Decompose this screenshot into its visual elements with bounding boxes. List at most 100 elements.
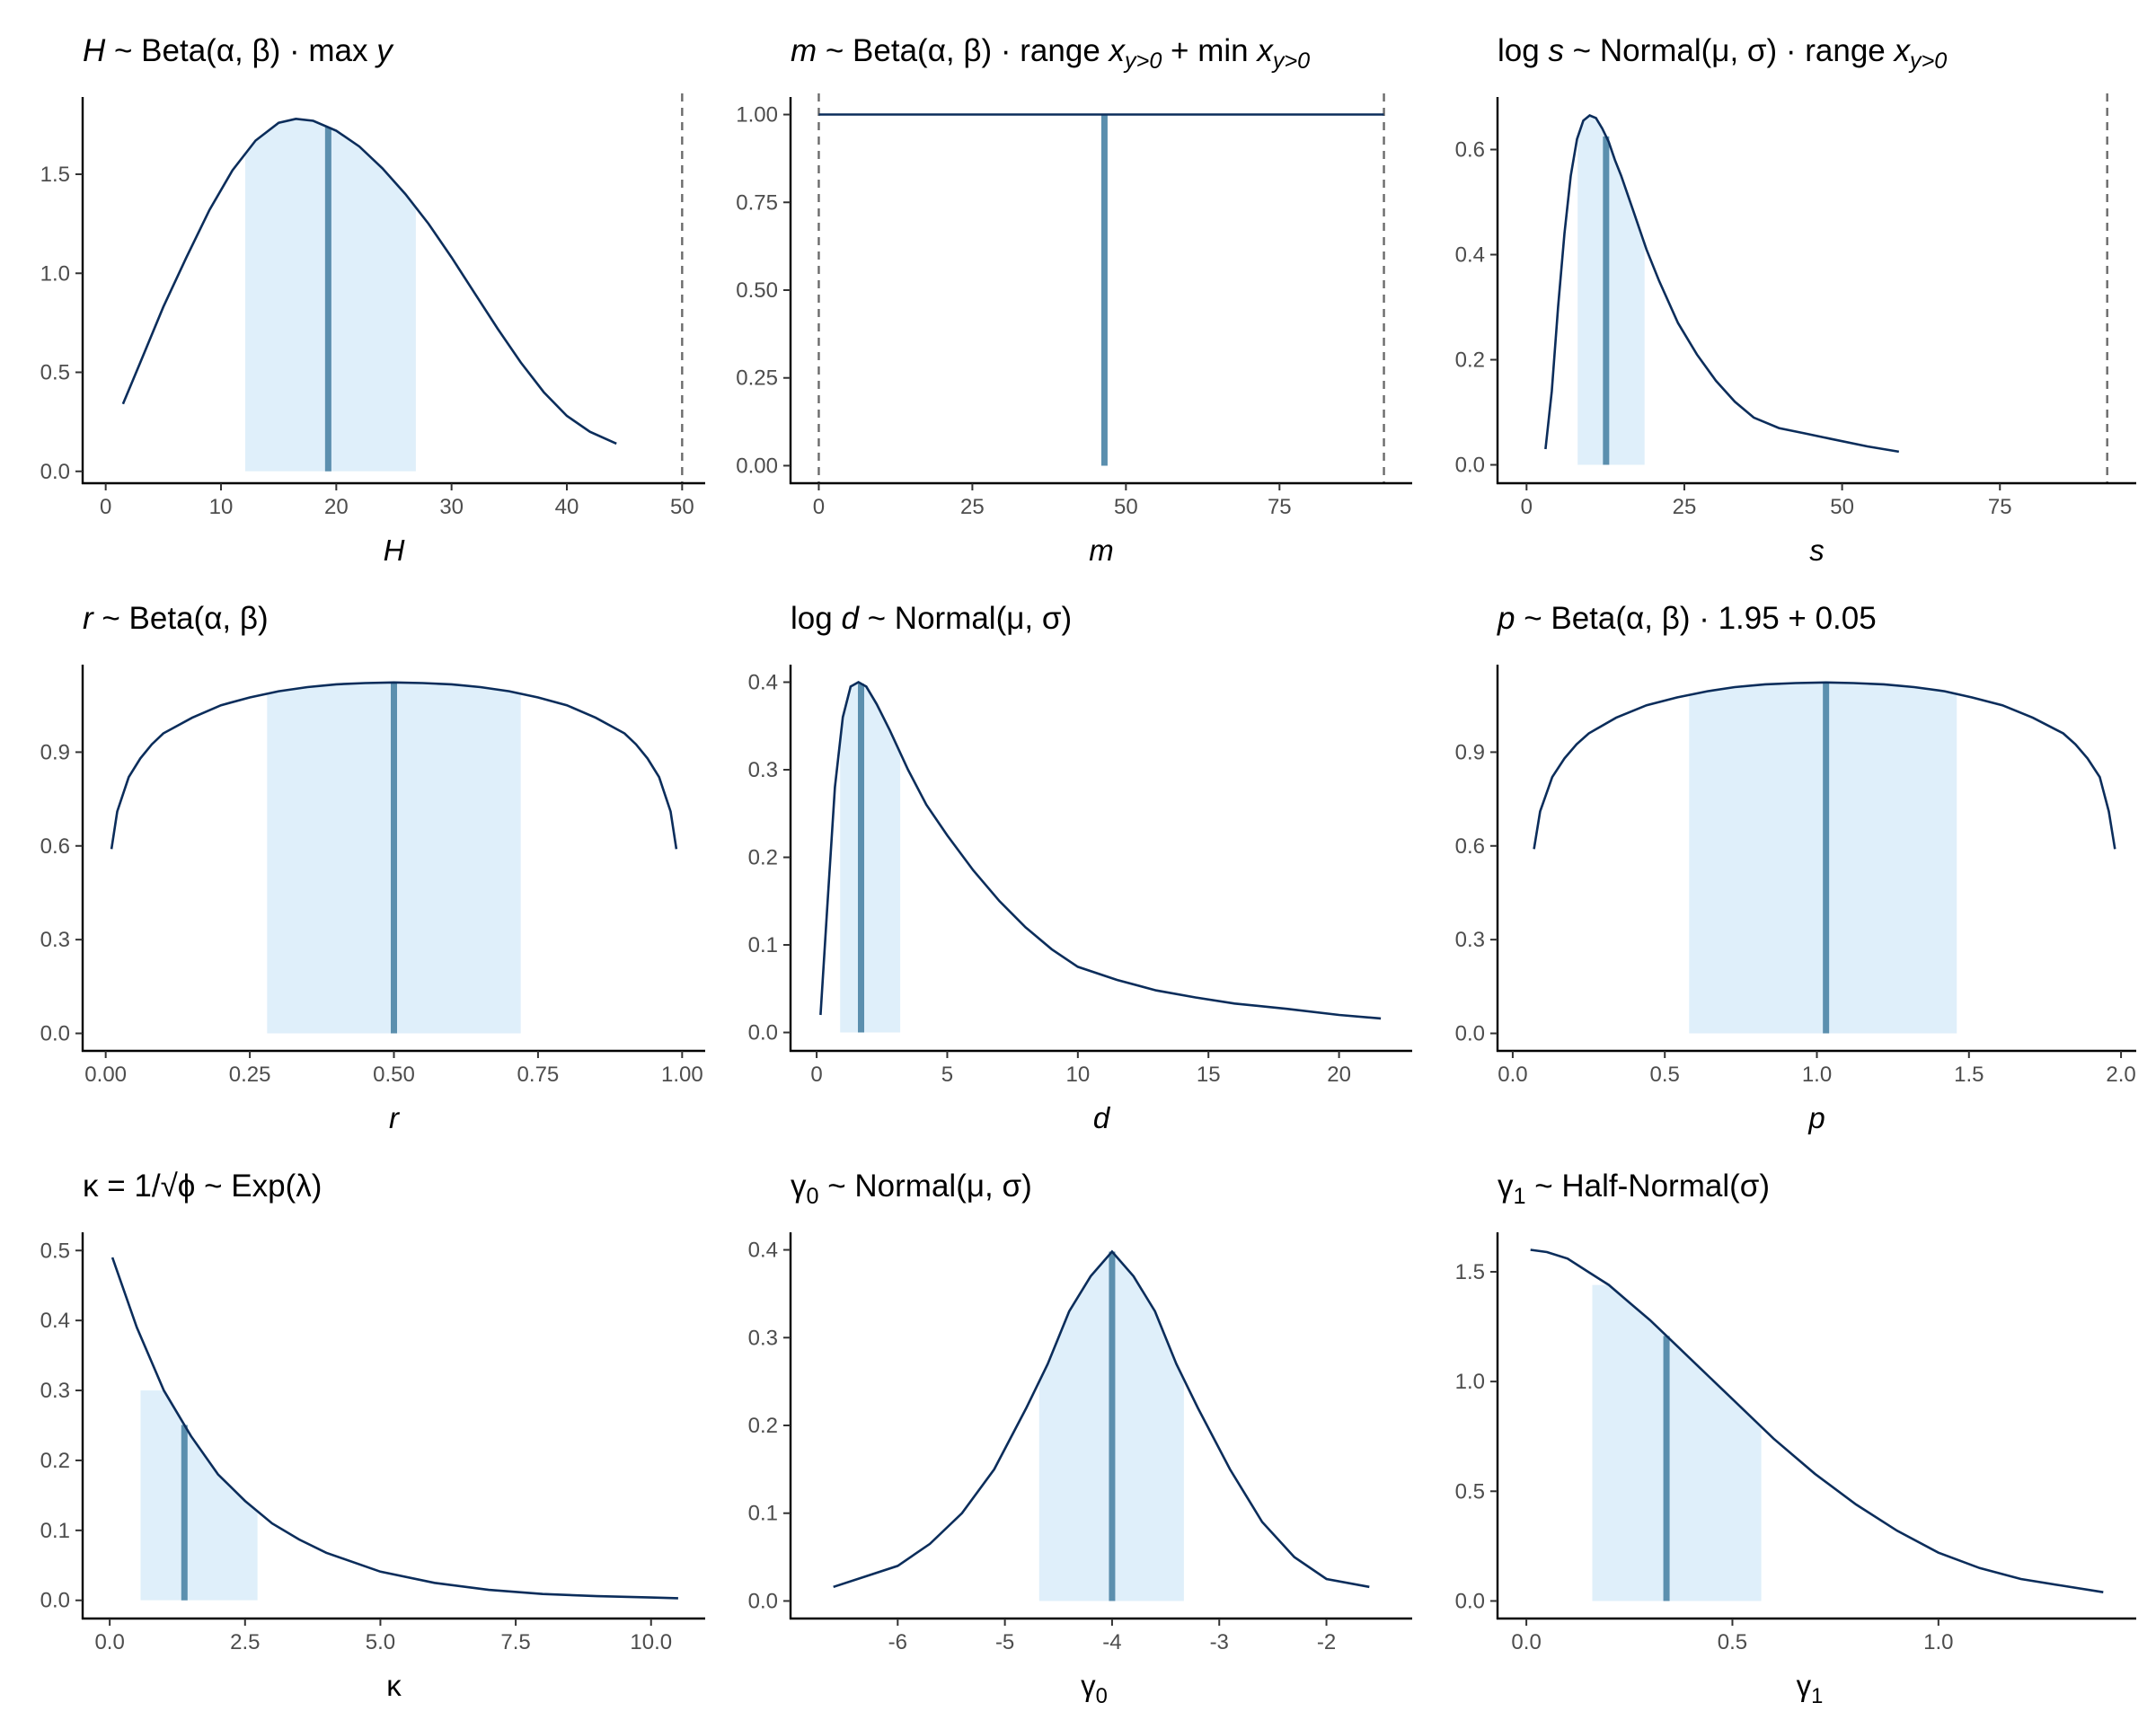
y-tick-label: 0.0: [748, 1021, 778, 1045]
y-tick-label: 0.0: [1455, 1022, 1485, 1046]
panel-title: p ~ Beta(α, β) · 1.95 + 0.05: [1497, 601, 1877, 636]
y-tick-label: 0.3: [40, 928, 70, 952]
x-axis-title: m: [1089, 534, 1114, 567]
panel-title: log d ~ Normal(μ, σ): [791, 601, 1072, 636]
x-axis-title: d: [1093, 1101, 1111, 1134]
y-tick-label: 0.0: [40, 460, 70, 484]
x-tick-label: 50: [1114, 495, 1138, 519]
density-line: [121, 117, 617, 445]
y-tick-label: 0.5: [40, 1239, 70, 1263]
y-tick-label: 0.5: [40, 361, 70, 385]
density-panel: 0 25 50 75 0.0 0.2 0.4 0.6 log s ~ Normal(μ, σ) …: [1455, 33, 2136, 567]
density-panel: -6 -5 -4 -3 -2 0.0 0.1 0.2 0.3 0.4 γ0 ~ Normal(μ, …: [748, 1169, 1412, 1708]
x-tick-label: -5: [995, 1630, 1014, 1654]
density-line: [1533, 681, 2116, 850]
interval-band: [1577, 115, 1645, 465]
x-axis-title: γ0: [1081, 1669, 1108, 1708]
x-tick-label: 25: [1673, 495, 1697, 519]
x-tick-label: 7.5: [500, 1630, 530, 1654]
x-tick-label: 1.5: [1954, 1063, 1984, 1087]
y-tick-label: 0.2: [1455, 348, 1485, 373]
x-tick-label: 15: [1197, 1063, 1221, 1087]
x-tick-label: 1.0: [1802, 1063, 1832, 1087]
density-panel: 0.0 0.5 1.0 1.5 2.0 0.0 0.3 0.6 0.9 p ~ Beta(α, β…: [1455, 601, 2136, 1134]
x-axis-title: r: [389, 1101, 401, 1134]
x-axis-title: κ: [386, 1669, 402, 1702]
y-tick-label: 0.6: [1455, 834, 1485, 859]
interval-band: [1592, 1284, 1762, 1601]
y-tick-label: 0.3: [748, 1326, 778, 1350]
x-tick-label: 10: [209, 495, 234, 519]
x-axis-title: p: [1807, 1101, 1825, 1134]
y-tick-label: 0.6: [40, 834, 70, 859]
y-tick-label: 0.0: [40, 1022, 70, 1046]
panel-title: κ = 1/√ϕ ~ Exp(λ): [83, 1169, 322, 1204]
y-tick-label: 0.50: [736, 278, 778, 303]
density-panel: 0 10 20 30 40 50 0.0 0.5 1.0 1.5 H ~ Beta(α, β) · …: [40, 33, 705, 567]
x-tick-label: 5: [941, 1063, 953, 1087]
x-tick-label: 50: [670, 495, 694, 519]
density-line: [1530, 1248, 2104, 1593]
y-tick-label: 0.1: [40, 1519, 70, 1543]
y-tick-label: 0.0: [40, 1589, 70, 1613]
y-tick-label: 0.2: [748, 1414, 778, 1438]
x-tick-label: -2: [1317, 1630, 1336, 1654]
y-tick-label: 0.3: [748, 758, 778, 782]
x-tick-label: 0: [100, 495, 111, 519]
x-tick-label: 0.0: [1498, 1063, 1527, 1087]
panel-title: γ1 ~ Half-Normal(σ): [1498, 1169, 1770, 1209]
y-tick-label: 0.0: [1455, 1589, 1485, 1613]
y-tick-label: 1.0: [1455, 1370, 1485, 1394]
x-tick-label: 0.0: [94, 1630, 124, 1654]
y-tick-label: 0.5: [1455, 1479, 1485, 1504]
x-tick-label: 50: [1830, 495, 1854, 519]
density-panel: 0.00 0.25 0.50 0.75 1.00 0.0 0.3 0.6 0.9 r ~ Beta…: [40, 601, 705, 1134]
panel-title: m ~ Beta(α, β) · range xy>0 + min xy>0: [791, 33, 1310, 74]
x-tick-label: 75: [1988, 495, 2012, 519]
y-tick-label: 1.00: [736, 103, 778, 128]
y-tick-label: 0.25: [736, 366, 778, 391]
y-tick-label: 0.1: [748, 1502, 778, 1526]
x-tick-label: 75: [1268, 495, 1292, 519]
y-tick-label: 0.9: [1455, 740, 1485, 764]
x-tick-label: 10.0: [630, 1630, 672, 1654]
y-tick-label: 0.4: [40, 1309, 70, 1333]
y-tick-label: 0.2: [748, 846, 778, 870]
panel-title: γ0 ~ Normal(μ, σ): [791, 1169, 1032, 1209]
x-axis-title: s: [1809, 534, 1825, 567]
x-tick-label: 0.0: [1511, 1630, 1541, 1654]
x-tick-label: -4: [1102, 1630, 1121, 1654]
x-tick-label: 0.75: [517, 1063, 560, 1087]
y-tick-label: 0.9: [40, 740, 70, 764]
y-tick-label: 0.4: [1455, 243, 1485, 268]
y-tick-label: 0.4: [748, 671, 778, 695]
density-line: [1544, 114, 1900, 454]
x-tick-label: 20: [1327, 1063, 1351, 1087]
x-tick-label: 2.5: [230, 1630, 260, 1654]
y-tick-label: 0.00: [736, 454, 778, 478]
y-tick-label: 0.6: [1455, 138, 1485, 163]
x-tick-label: 2.0: [2106, 1063, 2135, 1087]
y-tick-label: 0.1: [748, 933, 778, 957]
x-tick-label: 25: [960, 495, 985, 519]
y-tick-label: 1.5: [40, 163, 70, 187]
x-tick-label: 1.0: [1923, 1630, 1953, 1654]
y-tick-label: 0.75: [736, 190, 778, 215]
x-tick-label: 0.25: [229, 1063, 271, 1087]
x-tick-label: 5.0: [366, 1630, 395, 1654]
y-tick-label: 1.0: [40, 261, 70, 286]
y-tick-label: 1.5: [1455, 1260, 1485, 1284]
y-tick-label: 0.2: [40, 1449, 70, 1473]
x-tick-label: 0: [813, 495, 825, 519]
density-panel: 0 5 10 15 20 0.0 0.1 0.2 0.3 0.4 log d ~ Normal(μ,…: [748, 601, 1412, 1134]
x-tick-label: 0: [810, 1063, 822, 1087]
x-tick-label: 20: [324, 495, 349, 519]
panel-title: log s ~ Normal(μ, σ) · range xy>0: [1498, 33, 1947, 74]
density-panel: 0 25 50 75 0.00 0.25 0.50 0.75 1.00 m ~ Beta(α, β…: [736, 33, 1412, 567]
x-tick-label: 1.00: [661, 1063, 703, 1087]
density-panel: 0.0 2.5 5.0 7.5 10.0 0.0 0.1 0.2 0.3 0.4 0.5 κ = 1/…: [40, 1169, 705, 1702]
y-tick-label: 0.0: [1455, 454, 1485, 478]
y-tick-label: 0.3: [1455, 928, 1485, 952]
x-tick-label: 0.5: [1650, 1063, 1680, 1087]
